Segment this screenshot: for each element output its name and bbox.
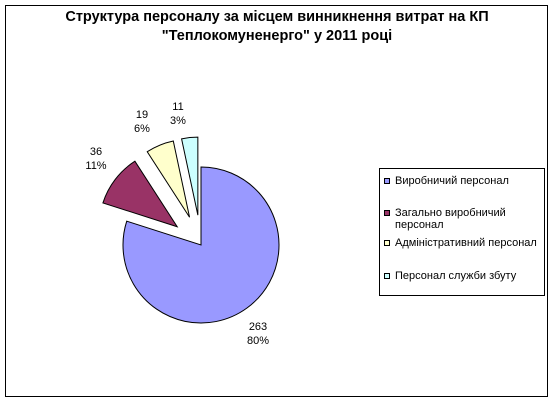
pie-slices [102, 136, 280, 324]
legend: Виробничий персонал Загально виробничий … [379, 168, 545, 296]
slice-admin [146, 140, 191, 218]
data-label-percent: 80% [247, 335, 269, 347]
chart-title-line1: Структура персоналу за місцем винникненн… [65, 9, 489, 25]
data-label-value: 11 [172, 101, 183, 113]
slice-general [102, 160, 179, 228]
data-label-percent: 6% [134, 123, 150, 135]
chart-title: Структура персоналу за місцем винникненн… [0, 8, 554, 46]
legend-label: Адміністративний персонал [395, 237, 537, 249]
legend-swatch [384, 240, 390, 246]
data-label-value: 19 [136, 109, 148, 121]
data-label-value: 36 [90, 146, 102, 158]
legend-label: Персонал служби збуту [395, 270, 517, 282]
slice-sales [180, 136, 199, 216]
legend-label: Загально виробничий персонал [395, 207, 506, 231]
legend-swatch [384, 178, 390, 184]
legend-item-general: Загально виробничий персонал [384, 207, 535, 231]
data-label-percent: 11% [85, 160, 106, 172]
legend-item-admin: Адміністративний персонал [384, 237, 537, 249]
data-label-value: 263 [249, 321, 267, 333]
legend-swatch [384, 273, 390, 279]
data-label-percent: 3% [170, 115, 186, 127]
legend-item-production: Виробничий персонал [384, 175, 509, 187]
chart-title-line2: "Теплокомуненерго" у 2011 році [161, 28, 393, 44]
slice-production [122, 166, 280, 324]
data-labels: 263 80% 36 11% 19 6% 11 3% [85, 101, 269, 347]
legend-item-sales: Персонал служби збуту [384, 270, 516, 282]
legend-swatch [384, 210, 390, 216]
legend-label: Виробничий персонал [395, 175, 509, 187]
